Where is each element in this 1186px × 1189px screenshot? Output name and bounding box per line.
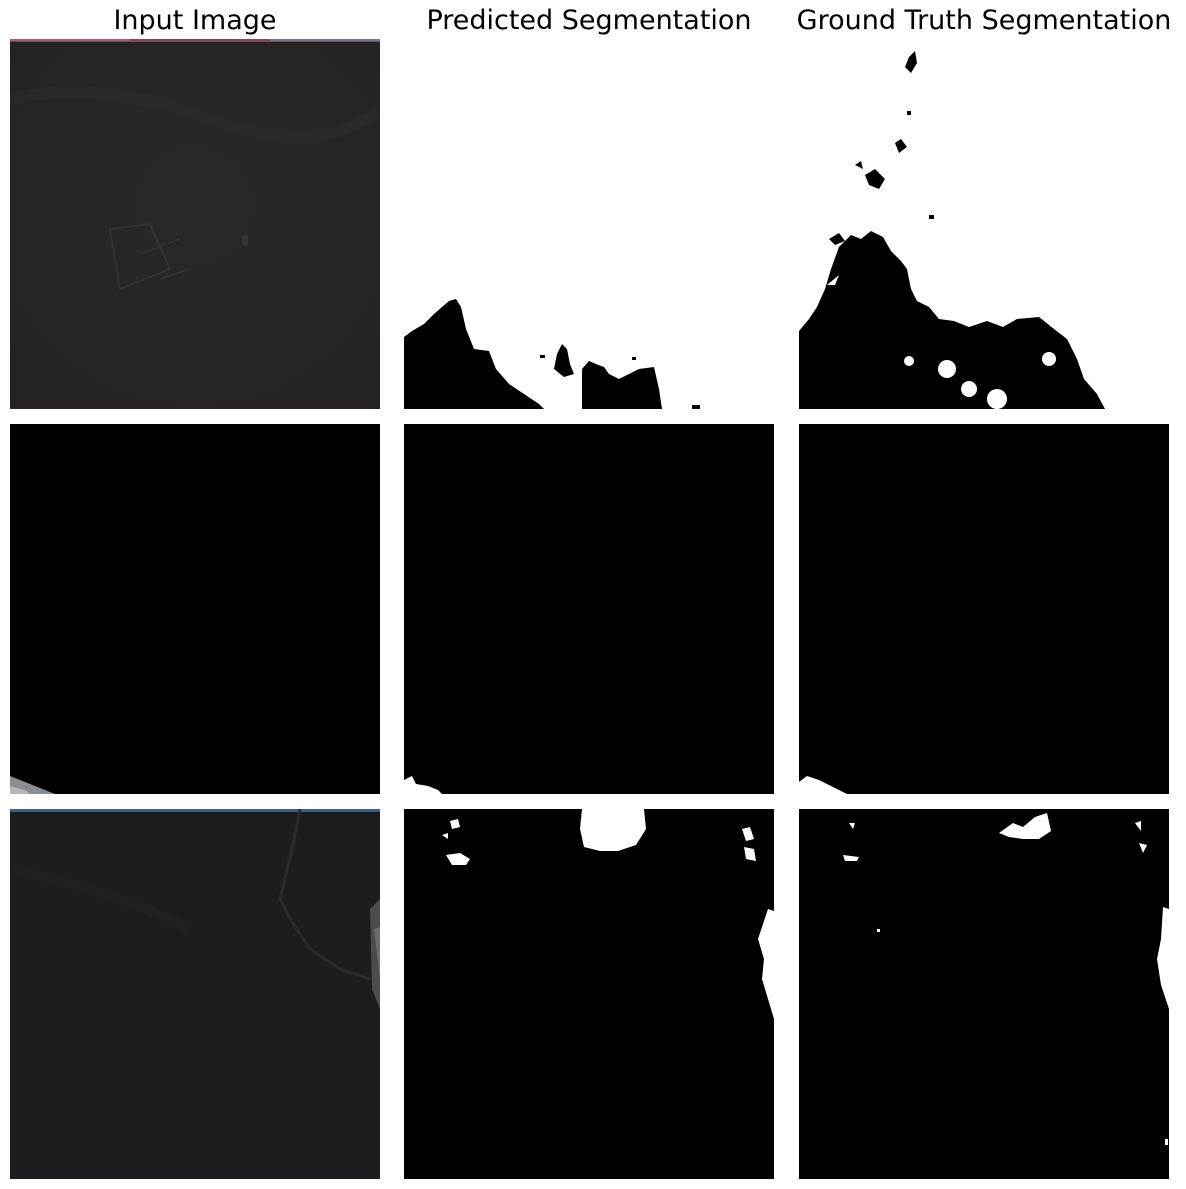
column-title-predicted: Predicted Segmentation [426, 5, 752, 36]
row3-input-image [10, 809, 380, 1179]
row3-predicted-mask [404, 809, 774, 1179]
row1-predicted-mask [404, 39, 774, 409]
row1-ground-truth-mask [799, 39, 1169, 409]
row2-ground-truth-mask [799, 424, 1169, 794]
row1-input-image [10, 39, 380, 409]
row2-input-image [10, 424, 380, 794]
column-title-ground-truth: Ground Truth Segmentation [796, 5, 1172, 36]
row3-ground-truth-mask [799, 809, 1169, 1179]
row2-predicted-mask [404, 424, 774, 794]
column-title-input: Input Image [113, 5, 277, 36]
